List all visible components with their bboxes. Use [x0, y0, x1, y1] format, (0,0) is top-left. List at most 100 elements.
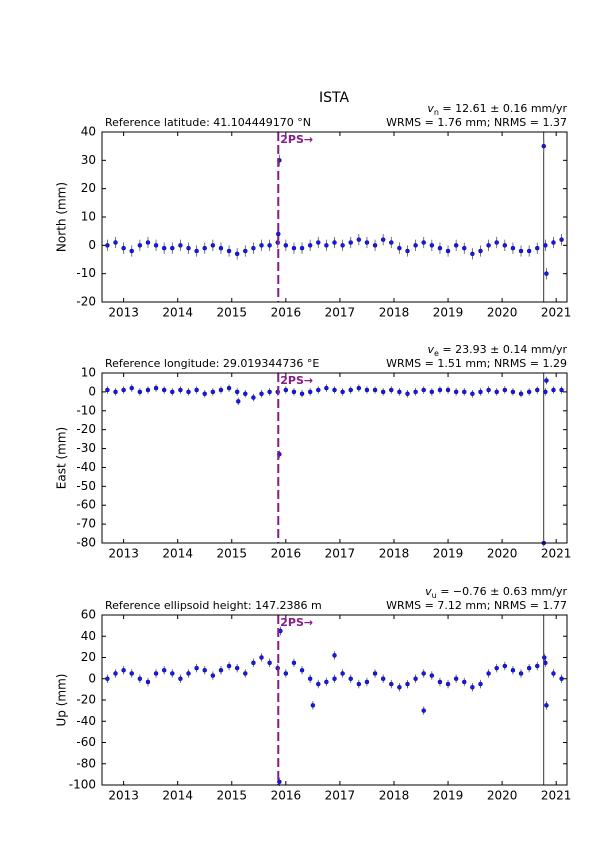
data-point	[551, 240, 556, 245]
data-point	[389, 240, 394, 245]
data-point	[551, 387, 556, 393]
data-point	[470, 391, 475, 397]
data-point	[324, 679, 329, 685]
data-point	[389, 387, 394, 393]
data-point	[348, 387, 353, 393]
data-point	[121, 668, 126, 673]
x-tick-label: 2020	[487, 547, 518, 561]
data-point	[218, 668, 224, 673]
data-point	[340, 671, 345, 676]
data-point	[186, 389, 191, 395]
data-point	[356, 385, 362, 391]
data-point	[332, 240, 337, 245]
y-tick-label: 10	[81, 210, 96, 224]
data-point	[113, 389, 118, 395]
data-point	[486, 671, 491, 676]
y-tick-label: 10	[81, 366, 96, 380]
data-point	[421, 240, 426, 245]
data-point	[251, 395, 256, 400]
x-tick-label: 2018	[379, 547, 410, 561]
x-tick-label: 2018	[379, 789, 410, 803]
y-tick-label: -10	[76, 266, 96, 280]
data-point	[291, 660, 297, 666]
x-tick-label: 2015	[216, 306, 247, 320]
data-point	[494, 389, 499, 395]
data-point	[178, 387, 183, 393]
y-tick-label: -40	[76, 714, 96, 728]
data-point	[218, 387, 224, 393]
data-point	[470, 251, 475, 257]
data-point	[226, 248, 232, 254]
x-tick-label: 2013	[108, 547, 139, 561]
velocity-symbol: v	[427, 102, 434, 115]
data-point	[397, 389, 402, 395]
y-tick-label: -60	[76, 498, 96, 512]
velocity-label: vu = −0.76 ± 0.63 mm/yr	[425, 585, 567, 600]
stats-label: WRMS = 1.76 mm; NRMS = 1.37	[386, 116, 567, 129]
data-point	[541, 143, 546, 149]
data-point	[413, 676, 418, 681]
data-point	[544, 378, 549, 383]
y-tick-label: -50	[76, 479, 96, 493]
data-point	[551, 671, 556, 676]
velocity-text: = 23.93 ± 0.14 mm/yr	[439, 343, 568, 356]
data-point	[145, 387, 151, 393]
data-point	[429, 389, 435, 395]
data-point	[277, 779, 282, 785]
data-point	[470, 685, 475, 690]
y-tick-label: -30	[76, 441, 96, 455]
y-tick-label: -100	[69, 778, 96, 792]
data-point	[202, 391, 207, 397]
data-point	[307, 243, 313, 248]
y-tick-label: -20	[76, 693, 96, 707]
data-point	[544, 271, 549, 276]
data-point	[462, 389, 467, 395]
plot-frame	[101, 131, 568, 303]
data-point	[453, 676, 459, 681]
y-tick-label: -40	[76, 460, 96, 474]
reference-label: Reference latitude: 41.104449170 °N	[105, 116, 311, 129]
data-point	[236, 399, 241, 404]
data-point	[259, 391, 264, 397]
data-point	[405, 248, 410, 254]
x-tick-label: 2017	[325, 547, 356, 561]
data-point	[372, 671, 378, 676]
data-point	[243, 248, 248, 254]
data-point	[161, 668, 167, 673]
data-point	[259, 655, 264, 660]
x-tick-label: 2019	[433, 547, 464, 561]
data-point	[502, 243, 508, 248]
data-point	[535, 387, 540, 393]
data-point	[364, 387, 370, 393]
plot-frame	[101, 614, 568, 786]
x-tick-label: 2015	[216, 789, 247, 803]
data-point	[251, 660, 256, 666]
data-point	[234, 251, 240, 257]
y-tick-label: -80	[76, 536, 96, 550]
y-tick-label: 40	[81, 125, 96, 139]
data-point	[502, 663, 508, 669]
data-point	[161, 387, 167, 393]
data-point	[316, 387, 321, 393]
data-point	[380, 389, 386, 395]
y-tick-label: -60	[76, 735, 96, 749]
data-point	[453, 243, 459, 248]
data-point	[544, 703, 549, 708]
data-point	[462, 679, 467, 685]
data-point	[397, 245, 402, 251]
data-point	[186, 245, 191, 251]
y-axis-label: Up (mm)	[55, 674, 69, 727]
y-tick-label: -20	[76, 422, 96, 436]
data-point	[380, 676, 386, 681]
stats-label: WRMS = 7.12 mm; NRMS = 1.77	[386, 599, 567, 612]
data-point	[283, 387, 289, 393]
y-tick-label: -80	[76, 756, 96, 770]
data-point	[356, 237, 362, 242]
data-point	[389, 681, 394, 687]
data-point	[129, 248, 134, 254]
data-point	[210, 243, 216, 248]
data-point	[153, 385, 159, 391]
data-point	[510, 668, 516, 673]
x-tick-label: 2021	[541, 789, 572, 803]
